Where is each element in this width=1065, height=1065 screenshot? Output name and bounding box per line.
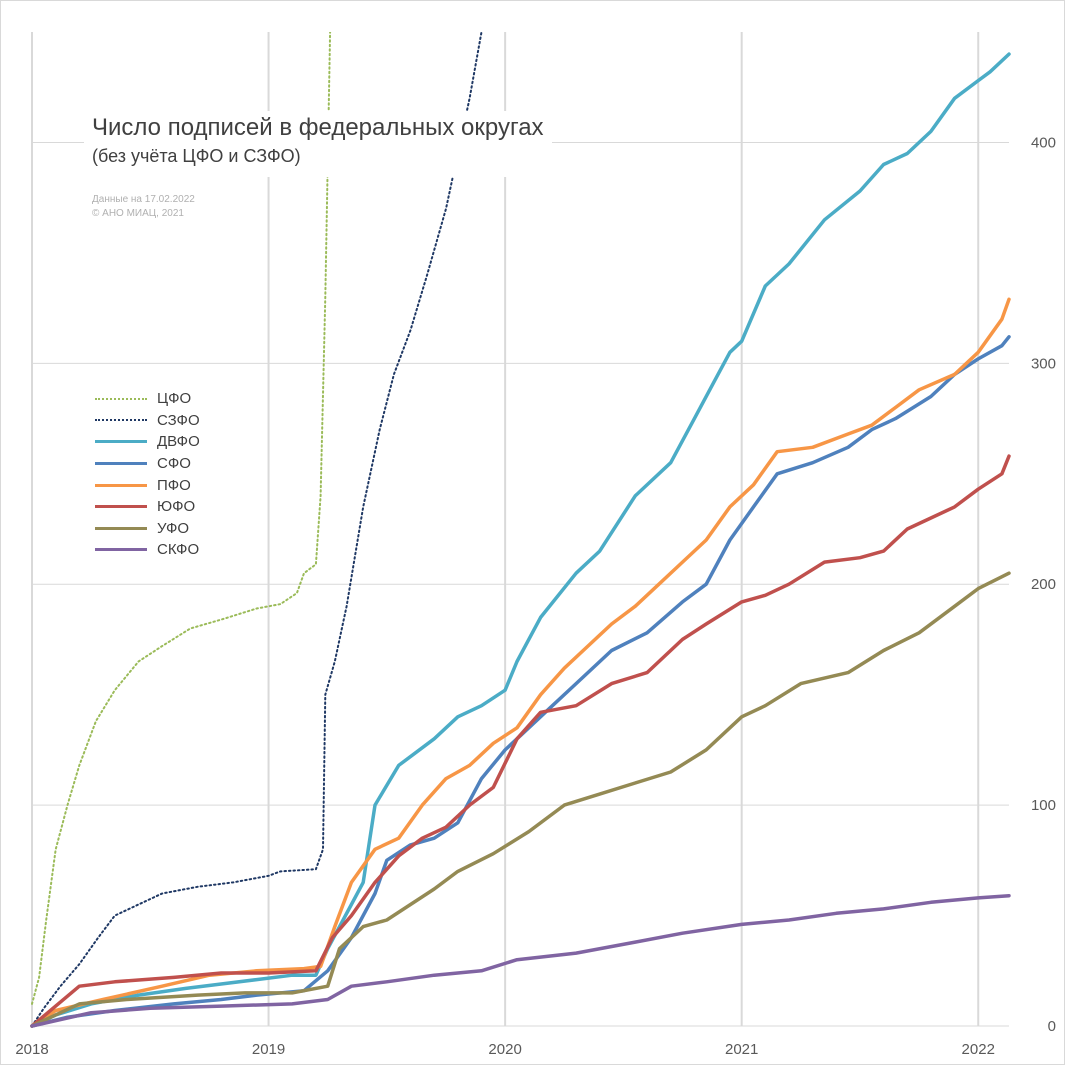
y-tick-label-100: 100 <box>1031 797 1056 814</box>
y-tick-label-300: 300 <box>1031 355 1056 372</box>
y-tick-label-200: 200 <box>1031 576 1056 593</box>
legend-label-0: ЦФО <box>157 390 192 408</box>
legend-label-1: СЗФО <box>157 411 200 429</box>
legend-label-4: ПФО <box>157 476 191 494</box>
series-line-2 <box>30 52 1011 1028</box>
legend-label-7: СКФО <box>157 541 200 559</box>
legend-item-0: ЦФО <box>95 388 200 410</box>
y-axis-ticks: 0 100 200 300 400 <box>1031 134 1056 1035</box>
legend-label-3: СФО <box>157 455 191 473</box>
series-line-7 <box>30 893 1011 1028</box>
legend-swatch-1 <box>95 419 147 422</box>
legend-item-1: СЗФО <box>95 410 200 432</box>
vertical-gridlines <box>31 32 980 1026</box>
legend-swatch-4 <box>95 483 147 487</box>
x-tick-label-2019: 2019 <box>252 1041 285 1058</box>
data-date-note: Данные на 17.02.2022 <box>92 194 195 205</box>
y-tick-label-0: 0 <box>1048 1018 1056 1035</box>
chart-notes: Данные на 17.02.2022 © АНО МИАЦ, 2021 <box>92 193 195 221</box>
series-line-6 <box>30 571 1011 1028</box>
series-layer <box>30 32 1011 1028</box>
y-tick-label-400: 400 <box>1031 134 1056 151</box>
legend-item-7: СКФО <box>95 539 200 561</box>
legend-swatch-3 <box>95 462 147 466</box>
legend-label-6: УФО <box>157 519 190 537</box>
x-tick-label-2018: 2018 <box>15 1041 48 1058</box>
legend: ЦФО СЗФО ДВФО СФО ПФО ЮФО УФО СКФО <box>95 388 200 561</box>
title-box: Число подписей в федеральных округах (бе… <box>84 111 552 177</box>
legend-label-2: ДВФО <box>157 433 200 451</box>
copyright-note: © АНО МИАЦ, 2021 <box>92 208 184 219</box>
x-axis-ticks: 2018 2019 2020 2021 2022 <box>15 1041 995 1058</box>
legend-swatch-7 <box>95 548 147 552</box>
x-tick-label-2020: 2020 <box>488 1041 521 1058</box>
chart-title: Число подписей в федеральных округах <box>92 114 544 141</box>
chart-subtitle: (без учёта ЦФО и СЗФО) <box>92 146 301 166</box>
x-tick-label-2022: 2022 <box>962 1041 995 1058</box>
legend-item-4: ПФО <box>95 474 200 496</box>
legend-swatch-5 <box>95 505 147 509</box>
legend-swatch-6 <box>95 526 147 530</box>
legend-item-3: СФО <box>95 453 200 475</box>
series-line-4 <box>30 297 1011 1028</box>
legend-label-5: ЮФО <box>157 498 196 516</box>
series-line-5 <box>30 454 1011 1028</box>
legend-item-2: ДВФО <box>95 431 200 453</box>
legend-swatch-0 <box>95 397 147 400</box>
series-line-0 <box>31 32 332 1005</box>
x-tick-label-2021: 2021 <box>725 1041 758 1058</box>
legend-item-5: ЮФО <box>95 496 200 518</box>
legend-swatch-2 <box>95 440 147 444</box>
legend-item-6: УФО <box>95 518 200 540</box>
series-line-1 <box>31 32 483 1027</box>
